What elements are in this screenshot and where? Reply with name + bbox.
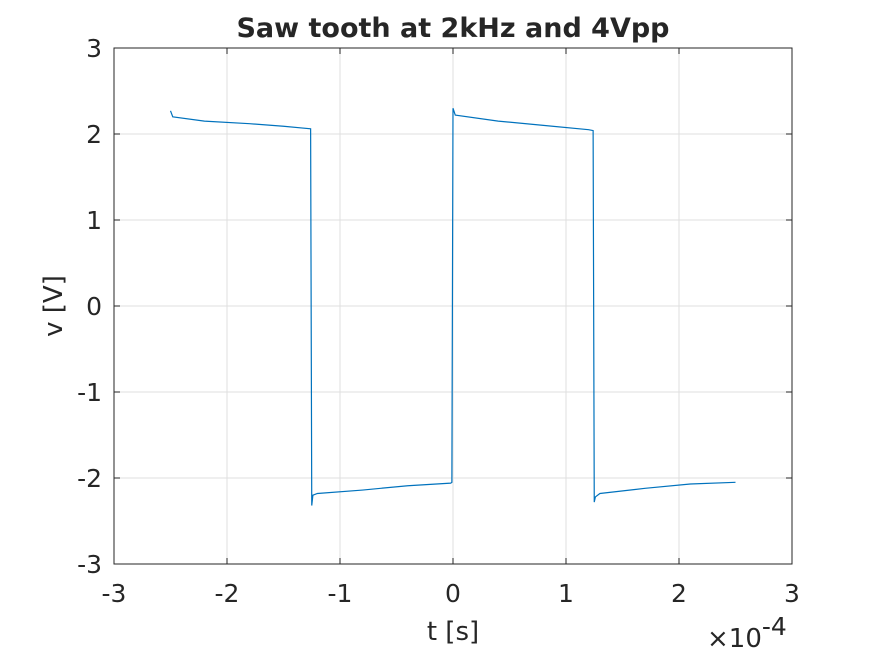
ticks: -3 -2 -1 0 1 2 3 -3 -2 -1 0 1 2 3 <box>77 34 800 608</box>
y-tick-label: -3 <box>77 550 102 579</box>
x-tick-label: 0 <box>445 579 461 608</box>
y-tick-label: -1 <box>77 378 102 407</box>
y-tick-label: 1 <box>86 206 102 235</box>
y-tick-label: 3 <box>86 34 102 63</box>
y-tick-label: -2 <box>77 464 102 493</box>
x-tick-label: 2 <box>671 579 687 608</box>
x-exponent-label: ×10-4 <box>707 612 787 654</box>
y-axis-label: v [V] <box>39 275 69 337</box>
series-line <box>169 108 736 506</box>
x-tick-label: -1 <box>328 579 353 608</box>
x-axis-label: t [s] <box>427 617 479 647</box>
y-tick-label: 2 <box>86 120 102 149</box>
x-tick-label: 3 <box>784 579 800 608</box>
x-tick-label: -2 <box>215 579 240 608</box>
chart-title: Saw tooth at 2kHz and 4Vpp <box>236 13 669 44</box>
y-tick-label: 0 <box>86 292 102 321</box>
x-tick-label: 1 <box>558 579 574 608</box>
x-tick-label: -3 <box>102 579 127 608</box>
